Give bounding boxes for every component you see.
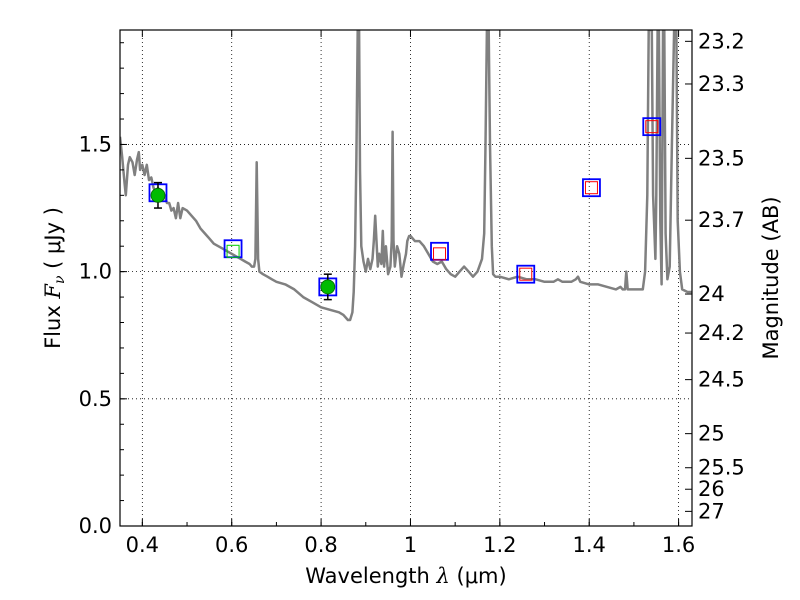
tick-labels: 0.4 0.6 0.8 1 1.2 1.4 1.6 0.0 0.5 1.0 1.5 23.2 23.3 2… (79, 29, 745, 557)
x-tick-label: 1.4 (573, 533, 606, 557)
y2-tick-label: 23.3 (698, 72, 745, 96)
y2-tick-label: 23.7 (698, 208, 745, 232)
photometry-square (642, 117, 662, 137)
spectrum-layer (120, 30, 692, 322)
measured-point (320, 279, 336, 295)
model-band-square (433, 247, 447, 261)
y2-tick-label: 26 (698, 477, 725, 501)
y-tick-label: 1.0 (79, 260, 112, 284)
y2-tick-label: 25 (698, 422, 725, 446)
model-spectrum-line (120, 30, 692, 322)
photometry-square (582, 178, 601, 198)
y-axis-label: Flux Fν ( μJy ) (41, 207, 68, 349)
y2-tick-label: 25.5 (698, 456, 745, 480)
model-band-square (519, 267, 533, 281)
y2-tick-label: 27 (698, 499, 725, 523)
ticks (120, 30, 692, 527)
x-tick-label: 1.6 (662, 533, 695, 557)
x-tick-label: 0.8 (304, 533, 337, 557)
y-tick-label: 0.0 (79, 514, 112, 538)
model-band-square (645, 120, 659, 134)
x-tick-label: 0.6 (215, 533, 248, 557)
x-tick-label: 1 (404, 533, 417, 557)
y2-tick-label: 23.2 (698, 29, 745, 53)
photometry-square (516, 264, 536, 284)
y2-tick-label: 24.2 (698, 321, 745, 345)
y2-tick-label: 24.5 (698, 368, 745, 392)
y-tick-label: 1.5 (79, 132, 112, 156)
x-tick-label: 0.4 (126, 533, 159, 557)
plot-background (120, 30, 692, 526)
model-band-square (226, 244, 240, 258)
y-tick-label: 0.5 (79, 387, 112, 411)
markers-layer (148, 117, 662, 301)
y2-axis-label: Magnitude (AB) (759, 196, 783, 359)
measured-point (150, 187, 166, 203)
x-axis-label: Wavelength λ (μm) (305, 564, 506, 588)
model-band-square (584, 181, 598, 195)
y2-tick-label: 24 (698, 282, 725, 306)
y2-tick-label: 23.5 (698, 146, 745, 170)
x-tick-label: 1.2 (483, 533, 516, 557)
plot-frame (119, 29, 693, 527)
